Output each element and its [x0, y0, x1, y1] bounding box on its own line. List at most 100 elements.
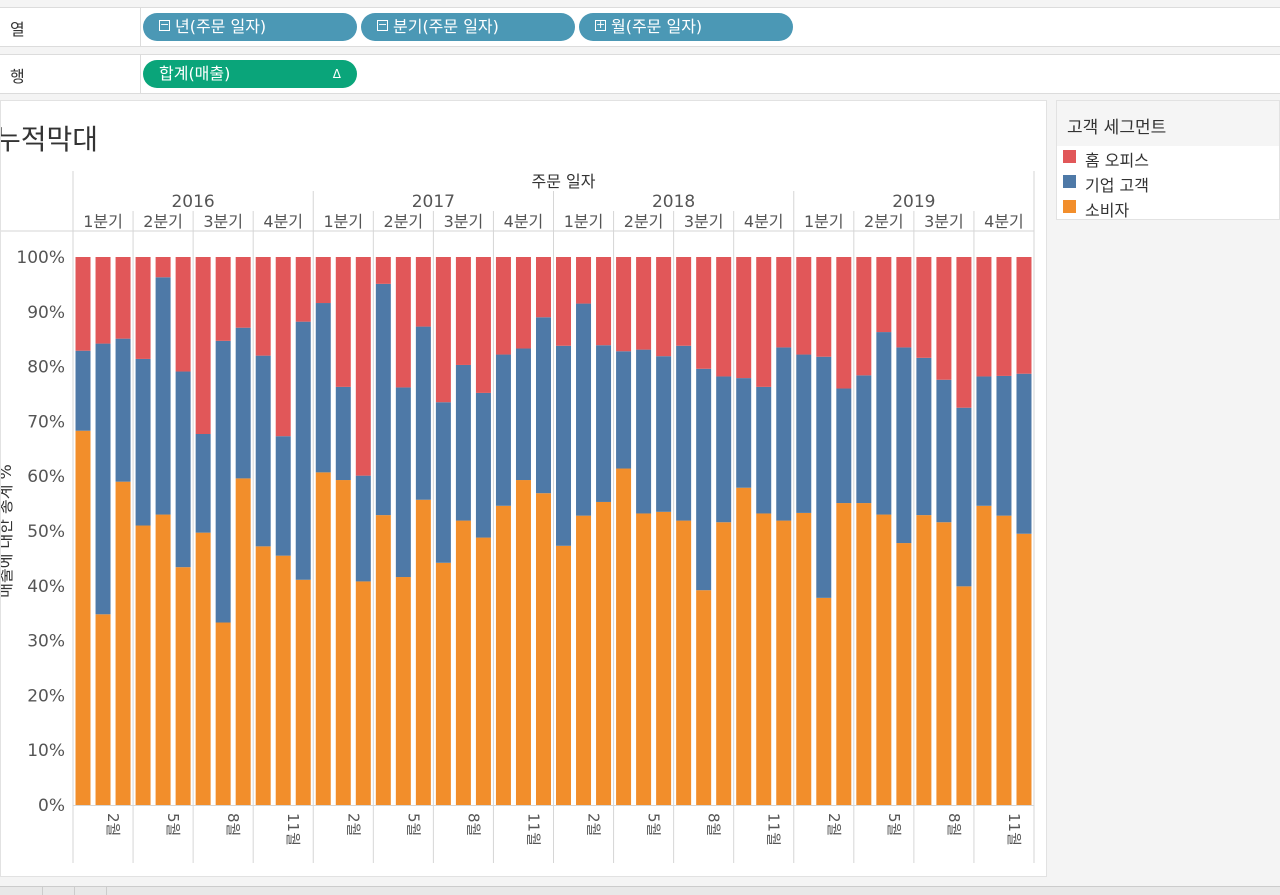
bar-segment — [195, 532, 211, 805]
bar-segment — [135, 358, 151, 526]
month-tick-label: 8월 — [224, 813, 242, 836]
bar-segment — [175, 257, 191, 372]
bar-segment — [275, 555, 291, 805]
bar-segment — [455, 364, 471, 521]
bar-segment — [315, 257, 331, 304]
bar-segment — [75, 430, 91, 805]
bar-segment — [175, 371, 191, 568]
bar-segment — [335, 480, 351, 805]
bar-segment — [816, 257, 832, 357]
bar-segment — [95, 257, 111, 344]
bar-segment — [776, 347, 792, 521]
columns-shelf[interactable]: 열 − 년(주문 일자) − 분기(주문 일자) + 월(주문 일자) — [0, 7, 1280, 47]
bar-segment — [916, 257, 932, 358]
bar-segment — [495, 354, 511, 506]
bar-segment — [135, 257, 151, 359]
bar-segment — [415, 499, 431, 805]
worksheet-view[interactable]: 누적막대 주문 일자 2016 1분기 2분기 3분기 4분기 2017 1분기 2분기 3분기 4분… — [0, 100, 1047, 877]
month-tick-label: 2월 — [344, 813, 362, 836]
bar-segment — [335, 386, 351, 481]
quarter-label: 1분기 — [804, 212, 844, 231]
bar-segment — [495, 257, 511, 355]
bar-segment — [936, 379, 952, 523]
legend-swatch — [1063, 175, 1076, 188]
bar-segment — [415, 257, 431, 327]
bar-segment — [956, 586, 972, 805]
bar-segment — [916, 357, 932, 516]
bar-segment — [455, 520, 471, 805]
rows-shelf[interactable]: 행 합계(매출) Δ — [0, 54, 1280, 94]
plus-box-icon[interactable]: + — [595, 18, 606, 31]
bar-segment — [375, 515, 391, 805]
month-tick-label: 11월 — [524, 813, 542, 846]
quarter-label: 3분기 — [203, 212, 243, 231]
sheet-tab[interactable] — [76, 887, 107, 895]
year-label: 2018 — [652, 192, 695, 212]
bar-segment — [936, 522, 952, 805]
columns-shelf-label: 열 — [10, 20, 25, 39]
bar-segment — [716, 257, 732, 377]
bar-segment — [796, 257, 812, 355]
minus-box-icon[interactable]: − — [377, 18, 388, 31]
quarter-label: 1분기 — [323, 212, 363, 231]
bar-segment — [696, 257, 712, 369]
bar-segment — [656, 257, 672, 357]
bar-segment — [796, 354, 812, 513]
month-tick-label: 8월 — [705, 813, 723, 836]
month-tick-label: 2월 — [104, 813, 122, 836]
minus-box-icon[interactable]: − — [159, 18, 170, 31]
y-tick-label: 90% — [27, 303, 65, 323]
bar-segment — [856, 375, 872, 504]
legend-item-label: 소비자 — [1085, 201, 1130, 220]
bar-segment — [275, 257, 291, 437]
sheet-tab[interactable] — [12, 887, 43, 895]
sheet-tab[interactable] — [44, 887, 75, 895]
bar-segment — [295, 321, 311, 580]
bar-segment — [215, 257, 231, 341]
bar-segment — [636, 257, 652, 350]
bar-segment — [395, 387, 411, 578]
quarter-label: 3분기 — [684, 212, 724, 231]
bar-segment — [616, 351, 632, 469]
bar-segment — [335, 257, 351, 387]
bar-segment — [475, 537, 491, 805]
bar-segment — [676, 345, 692, 521]
bar-segment — [836, 388, 852, 504]
bar-segment — [1016, 533, 1032, 805]
bar-segment — [235, 478, 251, 805]
bar-segment — [996, 375, 1012, 516]
pill-label: 월(주문 일자) — [611, 17, 703, 36]
y-tick-label: 40% — [27, 577, 65, 597]
month-tick-label: 8월 — [464, 813, 482, 836]
pill-year-order-date[interactable]: − 년(주문 일자) — [143, 13, 357, 41]
quarter-label: 3분기 — [924, 212, 964, 231]
delta-icon: Δ — [332, 67, 341, 81]
bar-segment — [756, 513, 772, 805]
quarter-label: 3분기 — [444, 212, 484, 231]
legend-title: 고객 세그먼트 — [1067, 118, 1167, 138]
bar-segment — [816, 597, 832, 805]
bar-segment — [716, 376, 732, 523]
rows-shelf-label: 행 — [10, 67, 25, 86]
legend-swatch — [1063, 200, 1076, 213]
quarter-label: 4분기 — [263, 212, 303, 231]
bar-segment — [1016, 257, 1032, 374]
quarter-label: 1분기 — [564, 212, 604, 231]
bar-segment — [395, 257, 411, 388]
pill-month-order-date[interactable]: + 월(주문 일자) — [579, 13, 793, 41]
bar-segment — [515, 348, 531, 481]
legend-swatch — [1063, 150, 1076, 163]
pill-quarter-order-date[interactable]: − 분기(주문 일자) — [361, 13, 575, 41]
bar-segment — [515, 257, 531, 349]
bar-segment — [435, 562, 451, 805]
bar-segment — [756, 386, 772, 514]
year-label: 2019 — [892, 192, 935, 212]
bar-segment — [976, 257, 992, 377]
chart-title: 누적막대 — [1, 123, 98, 156]
quarter-label: 4분기 — [984, 212, 1024, 231]
bar-segment — [135, 525, 151, 805]
shelf-divider — [140, 8, 141, 46]
bar-segment — [976, 505, 992, 805]
pill-sum-sales[interactable]: 합계(매출) Δ — [143, 60, 357, 88]
